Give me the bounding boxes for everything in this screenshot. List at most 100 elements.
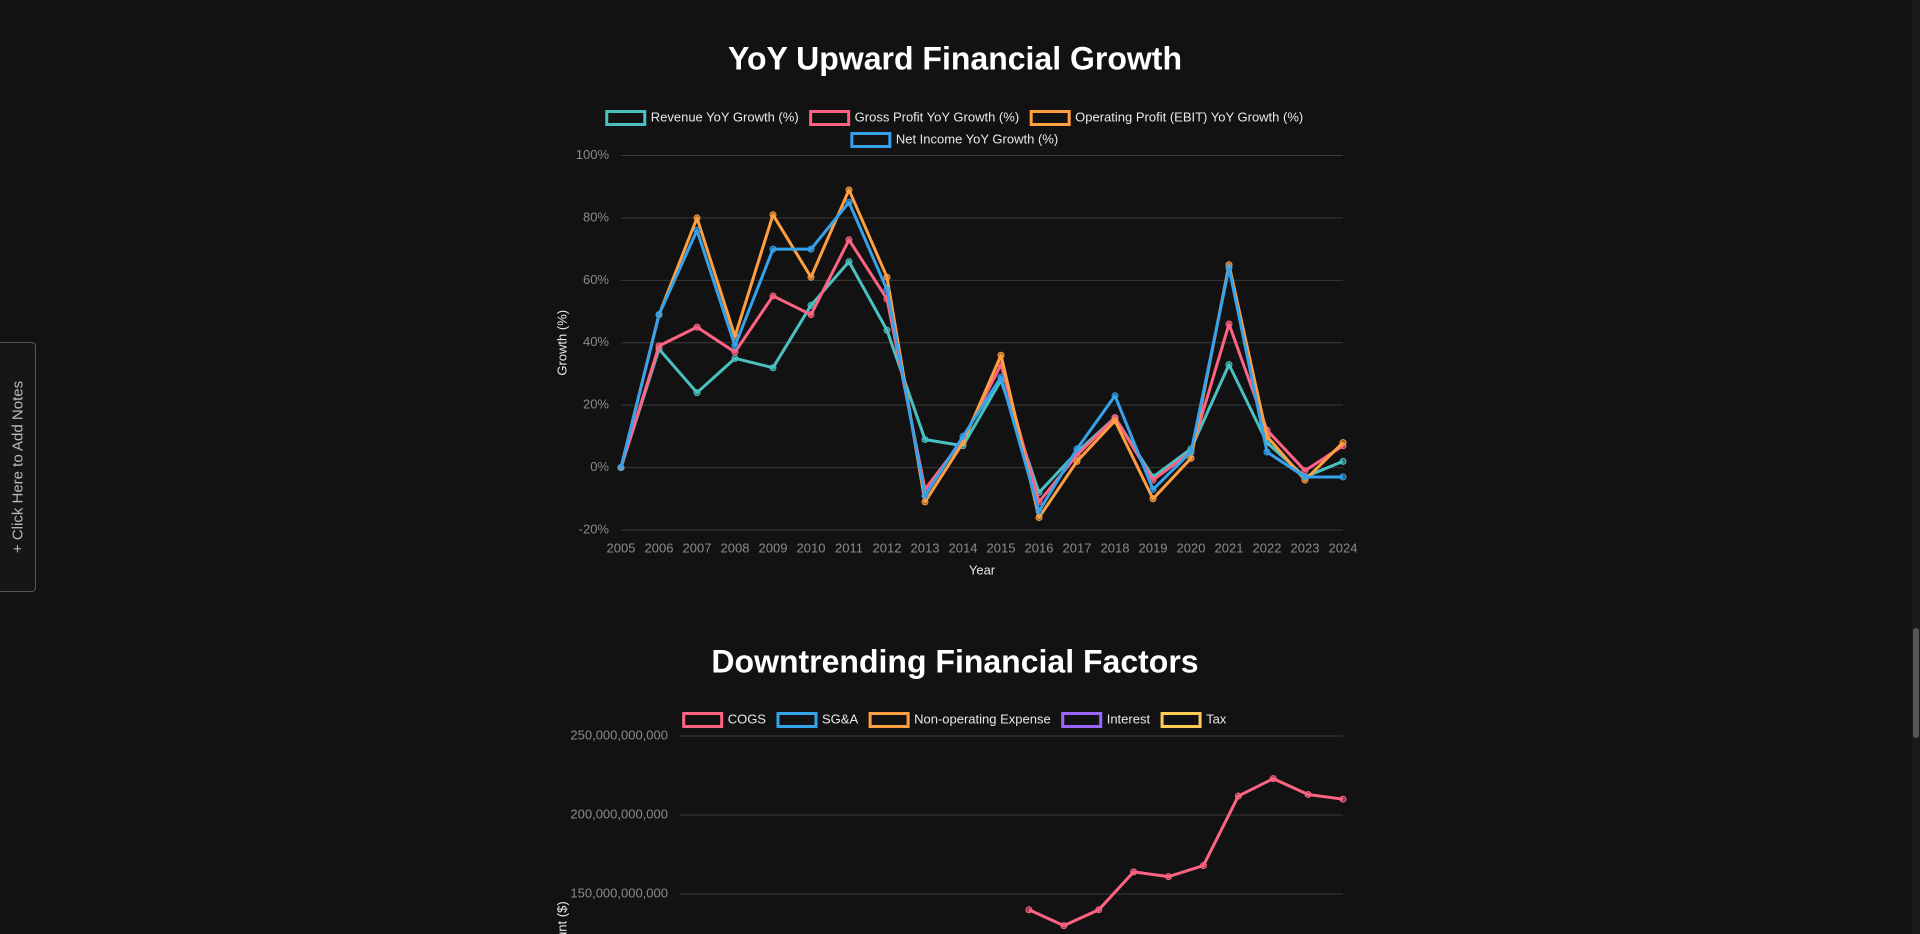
x-tick-label: 2020: [1177, 540, 1206, 555]
data-point: [845, 186, 853, 194]
legend-label: Interest: [1107, 711, 1151, 726]
data-point: [1225, 264, 1233, 272]
x-tick-label: 2015: [987, 540, 1016, 555]
data-point: [1234, 792, 1242, 800]
data-point: [883, 273, 891, 281]
x-tick-label: 2022: [1253, 540, 1282, 555]
series-line: [619, 260, 1344, 495]
legend-label: Gross Profit YoY Growth (%): [855, 109, 1020, 124]
data-point: [1225, 361, 1233, 369]
data-point: [1149, 485, 1157, 493]
legend-item[interactable]: SG&A: [776, 711, 858, 728]
data-point: [1095, 906, 1103, 914]
series-line: [619, 200, 1343, 513]
data-point: [1225, 320, 1233, 328]
data-point: [1111, 392, 1119, 400]
data-point: [1199, 862, 1207, 870]
data-point: [1269, 775, 1277, 783]
legend-item[interactable]: Non-operating Expense: [868, 711, 1051, 728]
y-tick-label: -20%: [579, 521, 610, 536]
legend-item[interactable]: Revenue YoY Growth (%): [605, 109, 799, 126]
data-point: [1111, 417, 1119, 425]
legend-label: Operating Profit (EBIT) YoY Growth (%): [1075, 109, 1303, 124]
x-axis-title: Year: [969, 562, 996, 577]
data-point: [1304, 790, 1312, 798]
legend-swatch: [605, 110, 647, 126]
y-tick-label: 0%: [590, 459, 609, 474]
legend-item[interactable]: COGS: [682, 711, 767, 728]
legend-swatch: [868, 712, 910, 728]
legend-item[interactable]: Interest: [1061, 711, 1151, 728]
x-tick-label: 2017: [1063, 540, 1092, 555]
y-tick-label: 250,000,000,000: [570, 727, 668, 742]
data-point: [1165, 873, 1173, 881]
data-point: [693, 226, 701, 234]
data-point: [731, 342, 739, 350]
data-point: [769, 211, 777, 219]
legend: Revenue YoY Growth (%) Gross Profit YoY G…: [605, 109, 1303, 148]
series-line: [619, 188, 1345, 520]
data-point: [845, 258, 853, 266]
series-line: [619, 238, 1344, 504]
x-tick-label: 2011: [835, 540, 863, 555]
x-tick-label: 2010: [797, 540, 826, 555]
data-point: [693, 323, 701, 331]
data-point: [883, 326, 891, 334]
x-tick-label: 2009: [759, 540, 788, 555]
x-tick-label: 2013: [911, 540, 940, 555]
data-point: [807, 311, 815, 319]
data-point: [845, 198, 853, 206]
y-tick-label: 100%: [576, 147, 610, 162]
data-point: [997, 373, 1005, 381]
data-point: [769, 292, 777, 300]
x-tick-label: 2016: [1025, 540, 1054, 555]
data-point: [1339, 457, 1347, 465]
legend: COGS SG&A Non-operating Expense Interest Tax: [682, 711, 1227, 728]
data-point: [1339, 795, 1347, 803]
data-point: [807, 245, 815, 253]
data-point: [769, 245, 777, 253]
legend-label: COGS: [728, 711, 767, 726]
scrollbar[interactable]: [1912, 0, 1920, 934]
x-tick-label: 2023: [1291, 540, 1320, 555]
data-point: [693, 214, 701, 222]
x-tick-label: 2024: [1329, 540, 1358, 555]
data-point: [997, 351, 1005, 359]
x-tick-label: 2006: [645, 540, 674, 555]
data-point: [959, 432, 967, 440]
legend-item[interactable]: Operating Profit (EBIT) YoY Growth (%): [1029, 109, 1303, 126]
legend-item[interactable]: Net Income YoY Growth (%): [850, 131, 1058, 148]
x-tick-label: 2007: [683, 540, 712, 555]
x-tick-label: 2014: [949, 540, 978, 555]
data-point: [1025, 906, 1033, 914]
data-point: [1060, 922, 1068, 930]
data-point: [693, 389, 701, 397]
data-point: [1035, 514, 1043, 522]
legend-swatch: [682, 712, 724, 728]
x-tick-label: 2008: [721, 540, 750, 555]
data-point: [921, 498, 929, 506]
data-point: [769, 364, 777, 372]
y-tick-label: 200,000,000,000: [570, 806, 668, 821]
legend-swatch: [1061, 712, 1103, 728]
legend-swatch: [809, 110, 851, 126]
notes-tab[interactable]: + Click Here to Add Notes: [0, 342, 36, 592]
data-point: [655, 342, 663, 350]
data-point: [1301, 467, 1309, 475]
legend-item[interactable]: Tax: [1160, 711, 1227, 728]
chart-title: YoY Upward Financial Growth: [728, 40, 1182, 76]
data-point: [921, 435, 929, 443]
y-tick-label: 150,000,000,000: [570, 885, 668, 900]
legend-label: SG&A: [822, 711, 858, 726]
legend-label: Net Income YoY Growth (%): [896, 131, 1058, 146]
scrollbar-thumb[interactable]: [1913, 628, 1919, 738]
y-axis-title: Amount ($): [554, 901, 569, 934]
data-point: [1035, 507, 1043, 515]
x-tick-label: 2019: [1139, 540, 1168, 555]
data-point: [1187, 448, 1195, 456]
data-point: [845, 236, 853, 244]
data-point: [807, 301, 815, 309]
legend-item[interactable]: Gross Profit YoY Growth (%): [809, 109, 1020, 126]
